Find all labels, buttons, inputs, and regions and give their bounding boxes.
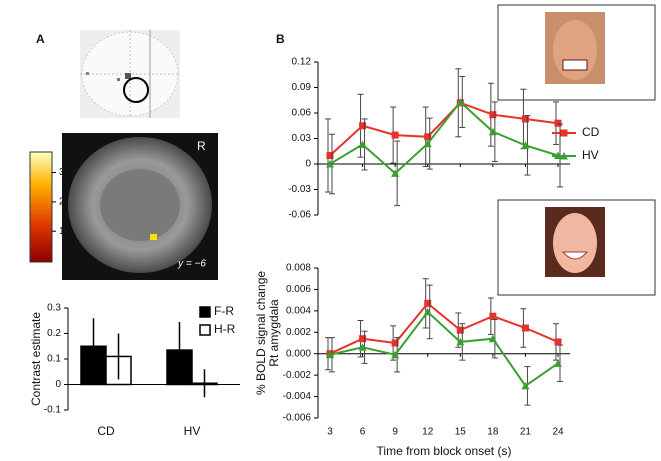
marker [456, 97, 465, 106]
y-tick-label: 0.006 [286, 284, 311, 295]
face-image [497, 4, 656, 101]
x-tick-label: 12 [422, 427, 434, 438]
series-line [329, 100, 559, 175]
series-line [329, 310, 559, 388]
marker [554, 119, 562, 127]
marker [424, 299, 432, 307]
marker [326, 350, 334, 359]
x-tick-label: 9 [392, 427, 398, 438]
y-tick-label: 0.3 [47, 303, 61, 314]
y-tick-label: 0.1 [47, 354, 61, 365]
orientation-label: R [197, 139, 206, 153]
y-tick-label: 2 [59, 197, 65, 208]
legend-label: F-R [214, 304, 234, 318]
marker [423, 139, 432, 148]
marker [488, 334, 497, 343]
face-image [497, 199, 656, 296]
y-tick-label: 0.004 [286, 305, 311, 316]
marker [488, 127, 497, 136]
marker [423, 307, 432, 316]
marker [521, 115, 529, 123]
colorbar [29, 151, 53, 263]
marker [326, 152, 334, 159]
marker [521, 381, 530, 390]
y-tick-label: 0.2 [47, 328, 61, 339]
series-line [329, 301, 559, 355]
x-tick-label: 6 [360, 427, 366, 438]
y-tick-label: 0.09 [292, 82, 312, 93]
y-axis-label: Contrast estimate [29, 312, 43, 406]
slice-label: y = −6 [177, 259, 206, 270]
marker [554, 359, 562, 367]
y-tick-label: -0.1 [44, 405, 62, 416]
x-tick-label: 15 [455, 427, 467, 438]
marker [391, 339, 399, 347]
marker [359, 335, 367, 343]
marker [359, 122, 367, 130]
marker [560, 152, 568, 160]
panel-label: A [36, 32, 45, 46]
marker [456, 337, 465, 346]
legend-swatch [199, 324, 211, 336]
y-tick-label: -0.004 [283, 391, 312, 402]
marker [489, 111, 497, 119]
y-tick-label: -0.006 [283, 413, 312, 424]
y-tick-label: 0.000 [286, 348, 311, 359]
marker [326, 160, 334, 168]
marker [358, 140, 367, 148]
x-tick-label: 18 [487, 427, 499, 438]
x-tick-label: 3 [327, 427, 333, 438]
x-tick-label: HV [184, 424, 201, 438]
y-tick-label: 3 [59, 167, 65, 178]
marker [391, 350, 400, 359]
x-tick-label: 24 [552, 427, 564, 438]
panel-label: B [276, 32, 285, 46]
y-tick-label: 0.002 [286, 327, 311, 338]
y-tick-label: 0.06 [292, 108, 312, 119]
legend-label: HV [582, 148, 599, 162]
y-tick-label: -0.06 [288, 210, 311, 221]
marker [456, 326, 464, 334]
y-tick-label: 0.03 [292, 133, 312, 144]
y-tick-label: 0.12 [292, 57, 312, 68]
y-axis-label: Rt amygdala [267, 299, 281, 367]
x-tick-label: 21 [520, 427, 532, 438]
marker [560, 129, 568, 137]
legend-label: CD [582, 125, 600, 139]
y-tick-label: 1 [59, 226, 65, 237]
y-tick-label: -0.002 [283, 370, 312, 381]
marker [391, 169, 400, 177]
x-tick-label: CD [97, 424, 115, 438]
marker [358, 343, 367, 351]
marker [554, 338, 562, 346]
legend-swatch [199, 306, 211, 318]
series-line [329, 101, 559, 157]
y-tick-label: 0 [55, 379, 61, 390]
marker [521, 141, 530, 149]
marker [424, 133, 432, 141]
y-axis-label: % BOLD signal change [254, 271, 268, 395]
marker [489, 312, 497, 320]
marker [521, 324, 529, 332]
y-tick-label: 0 [305, 159, 311, 170]
mri-slice: R y = −6 [62, 133, 218, 280]
y-tick-label: -0.03 [288, 184, 311, 195]
marker [391, 131, 399, 139]
y-tick-label: 0.008 [286, 263, 311, 274]
legend-label: H-R [214, 322, 236, 336]
glass-brain [80, 30, 180, 118]
x-axis-label: Time from block onset (s) [377, 444, 512, 458]
